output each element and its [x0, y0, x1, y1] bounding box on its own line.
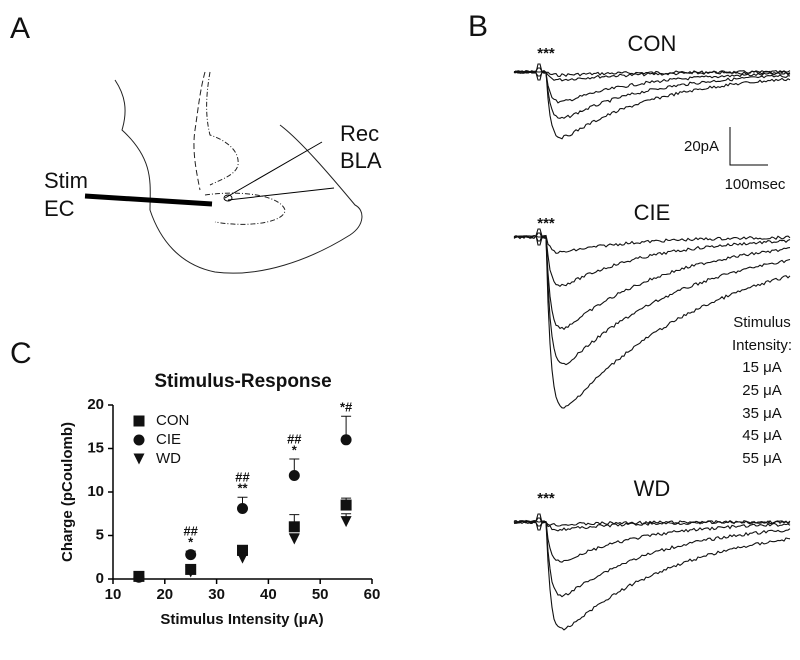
- marker: [288, 533, 300, 545]
- label-rec: Rec: [340, 121, 379, 146]
- trace: [513, 513, 791, 527]
- legend-label: CIE: [156, 431, 181, 448]
- marker: [288, 521, 300, 533]
- x-axis-label: Stimulus Intensity (μA): [160, 611, 323, 628]
- intensity: 15 μA: [742, 359, 782, 376]
- marker: [133, 453, 145, 465]
- y-tick-label: 15: [87, 439, 104, 456]
- stim-electrode: [84, 193, 213, 207]
- marker: [185, 549, 197, 561]
- marker: [340, 499, 352, 511]
- y-axis-label: Charge (pCoulomb): [59, 422, 76, 562]
- stim-marker: ***: [537, 490, 555, 507]
- panel-label: A: [10, 12, 30, 45]
- annotation: ##: [235, 470, 250, 485]
- x-tick-label: 10: [105, 586, 122, 603]
- annotation: ##: [287, 431, 302, 446]
- trace: [514, 517, 791, 532]
- marker: [288, 469, 300, 481]
- trace: [513, 232, 791, 288]
- y-tick-label: 5: [96, 526, 104, 543]
- trace: [513, 228, 791, 254]
- trace: [513, 63, 791, 77]
- traces: [513, 63, 791, 631]
- trace-title: CON: [628, 31, 677, 56]
- marker: [133, 571, 145, 583]
- legend-label: WD: [156, 450, 181, 467]
- x-tick-label: 50: [312, 586, 329, 603]
- intensity: 55 μA: [742, 450, 782, 467]
- label-ec: EC: [44, 196, 75, 221]
- trace-title: WD: [634, 476, 671, 501]
- trace: [513, 520, 791, 631]
- marker: [133, 434, 145, 446]
- trace: [513, 519, 791, 598]
- rec-electrode: [224, 141, 335, 201]
- panel-label: B: [468, 10, 488, 43]
- trace: [513, 234, 791, 409]
- annotation: ##: [183, 524, 198, 539]
- annotation: *: [188, 535, 194, 550]
- intensity: 35 μA: [742, 405, 782, 422]
- panel-label: C: [10, 337, 32, 370]
- x-tick-label: 40: [260, 586, 277, 603]
- trace: [513, 234, 791, 366]
- x-tick-label: 60: [364, 586, 381, 603]
- x-tick-label: 30: [208, 586, 225, 603]
- marker: [237, 544, 248, 556]
- trace: [514, 70, 791, 104]
- y-tick-label: 10: [87, 483, 104, 500]
- annotation: **: [237, 481, 248, 496]
- marker: [185, 566, 197, 578]
- label-stim: Stim: [44, 168, 88, 193]
- y-tick-label: 20: [87, 396, 104, 413]
- slice-drawing: [114, 71, 363, 274]
- scale-bar: [729, 127, 768, 166]
- trace: [513, 520, 791, 563]
- chart-title: Stimulus-Response: [154, 371, 331, 392]
- scale-y: 20pA: [684, 138, 719, 155]
- trace: [513, 70, 791, 140]
- marker: [133, 415, 145, 427]
- trace: [513, 67, 791, 82]
- intensity: 45 μA: [742, 427, 782, 444]
- y-tick-label: 0: [96, 570, 104, 587]
- intensity: 25 μA: [742, 382, 782, 399]
- legend-label: CON: [156, 412, 189, 429]
- trace-title: CIE: [634, 200, 671, 225]
- annotation: *#: [340, 400, 353, 415]
- legend-title: Intensity:: [732, 337, 792, 354]
- stim-marker: ***: [537, 215, 555, 232]
- annotation: *: [292, 442, 298, 457]
- scale-x: 100msec: [725, 176, 786, 193]
- stim-marker: ***: [537, 45, 555, 62]
- x-tick-label: 20: [156, 586, 173, 603]
- trace: [513, 235, 791, 331]
- electrode-tip: [223, 194, 233, 202]
- legend-title: Stimulus: [733, 314, 791, 331]
- marker: [237, 503, 248, 515]
- label-bla: BLA: [340, 148, 382, 173]
- marker: [340, 516, 352, 528]
- trace: [513, 69, 791, 119]
- marker: [340, 434, 352, 446]
- marker: [237, 552, 248, 564]
